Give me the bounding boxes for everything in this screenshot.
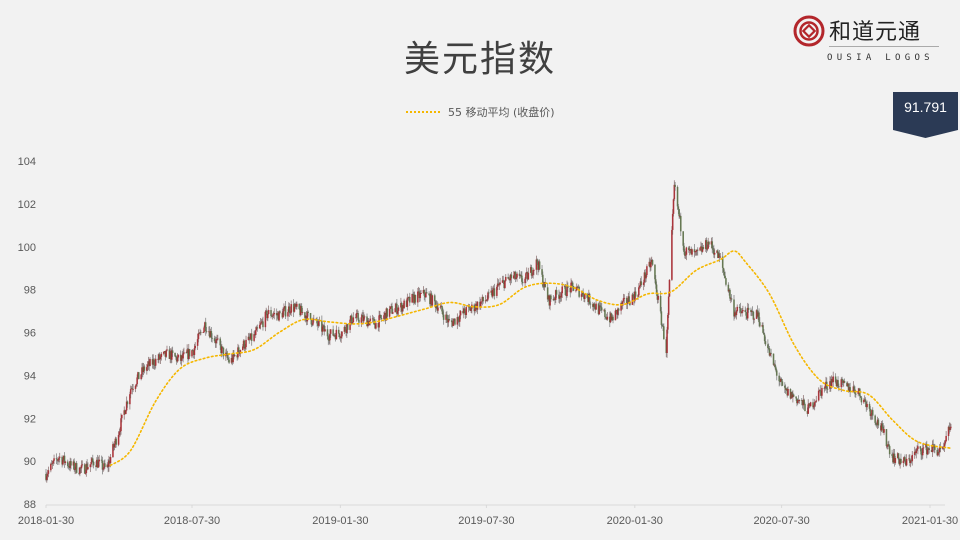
brand-name-chinese: 和道元通 [829,20,922,45]
y-tick-label: 94 [24,370,36,382]
x-tick-label: 2018-07-30 [164,515,220,527]
y-tick-label: 98 [24,285,36,297]
y-tick-label: 96 [24,328,36,340]
y-tick-label: 104 [18,156,36,168]
x-tick-label: 2019-07-30 [458,515,514,527]
x-axis: 2018-01-30 2018-07-30 2019-01-30 2019-07-30… [18,504,958,527]
y-tick-label: 90 [24,456,36,468]
y-tick-label: 102 [18,199,36,211]
brand-name-english: OUSIA LOGOS [827,53,934,63]
x-tick-label: 2019-01-30 [312,515,368,527]
badge-shape [893,92,958,138]
y-axis: 88 90 92 94 96 98 100 102 104 [18,156,36,511]
coin-icon [793,15,825,47]
last-value: 91.791 [904,99,947,115]
page-title: 美元指数 [403,39,556,80]
y-tick-label: 100 [18,242,36,254]
x-tick-label: 2021-01-30 [902,515,958,527]
brand-divider [829,46,939,47]
x-tick-label: 2018-01-30 [18,515,74,527]
x-tick-label: 2020-07-30 [753,515,809,527]
brand-logo: 和道元通 OUSIA LOGOS [793,12,943,68]
last-value-badge: 91.791 [893,92,958,138]
y-tick-label: 92 [24,413,36,425]
legend-label-ma55: 55 移动平均 (收盘价) [448,106,555,119]
y-tick-label: 88 [24,499,36,511]
candles [45,180,952,483]
x-tick-label: 2020-01-30 [607,515,663,527]
legend-dotted-line-icon [406,111,440,113]
ma55-line [109,250,952,467]
chart-legend: 55 移动平均 (收盘价) [406,104,555,120]
